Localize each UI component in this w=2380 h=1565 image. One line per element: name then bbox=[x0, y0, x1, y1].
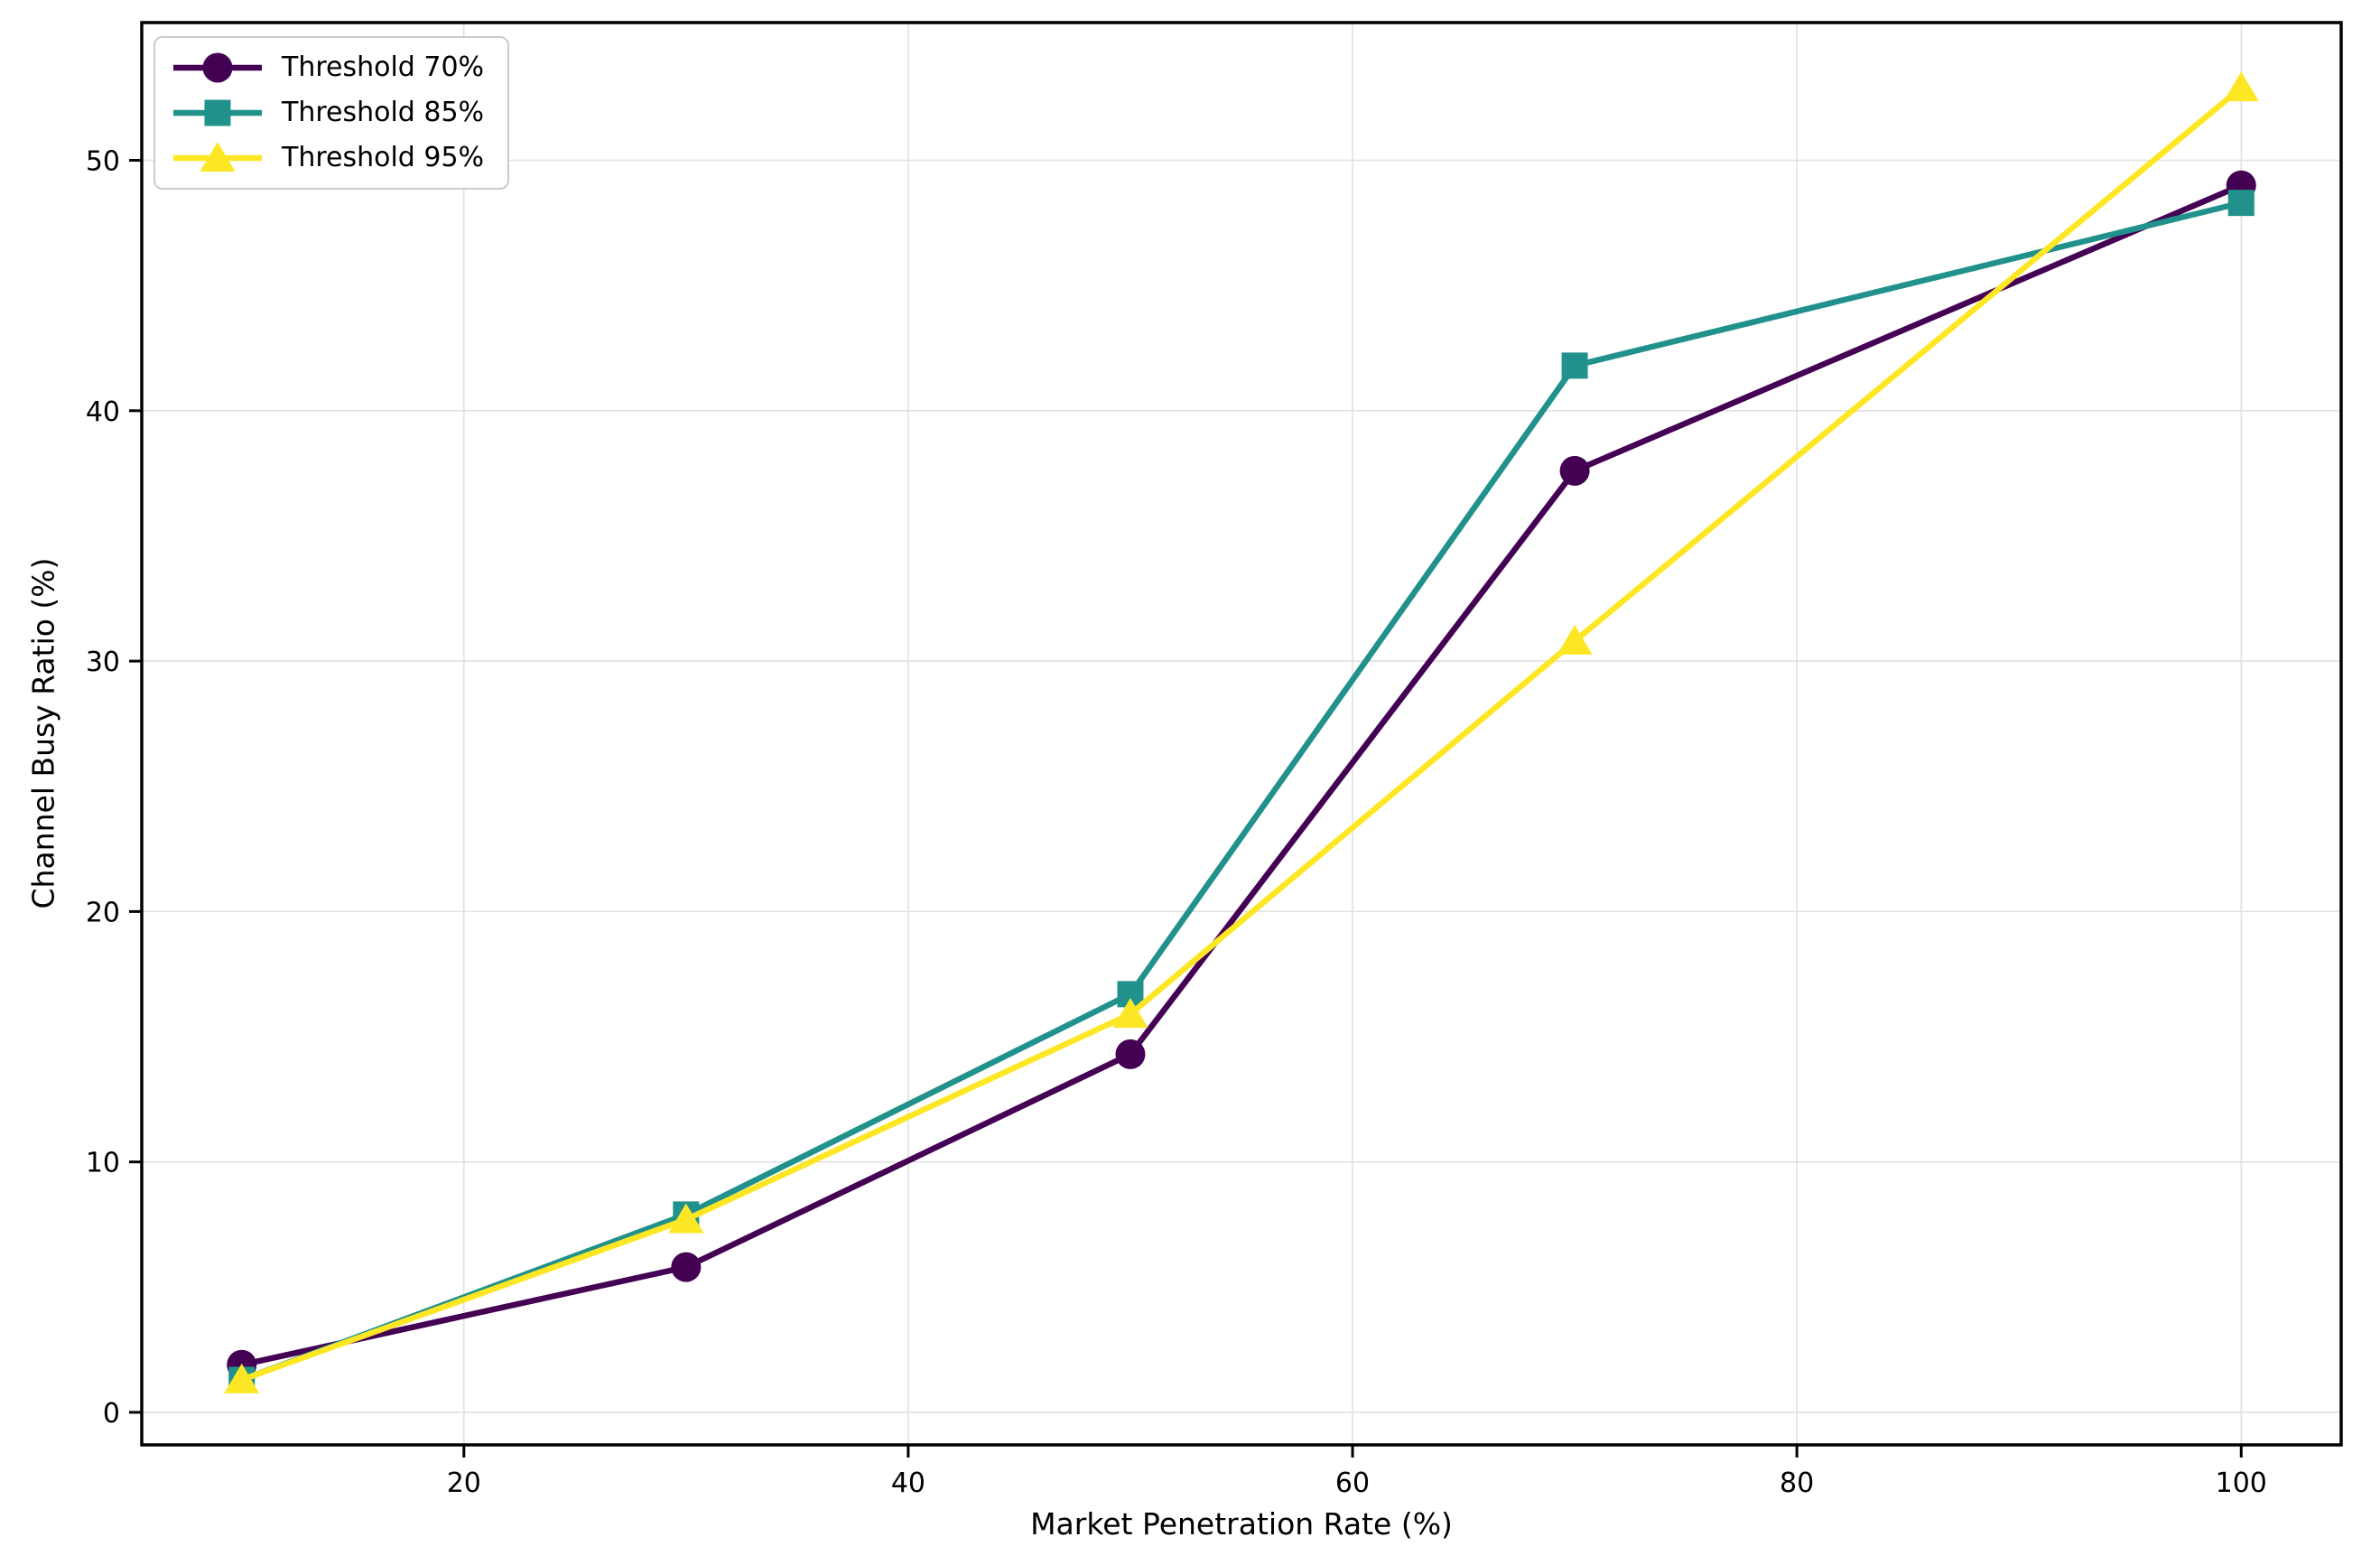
legend-label: Threshold 70% bbox=[282, 51, 485, 83]
data-point-triangle bbox=[1112, 998, 1148, 1029]
legend: Threshold 70% Threshold 85% Threshold 95… bbox=[153, 36, 510, 190]
data-point-square bbox=[1561, 352, 1588, 379]
x-tick-label-40: 40 bbox=[891, 1467, 925, 1499]
series-threshold-95- bbox=[224, 71, 2259, 1393]
legend-sample-circle bbox=[202, 52, 233, 83]
legend-item-threshold-95: Threshold 95% bbox=[170, 141, 484, 175]
series-line bbox=[240, 200, 2243, 1383]
data-point-circle bbox=[1559, 455, 1590, 486]
data-point-circle bbox=[671, 1252, 702, 1282]
data-point-triangle bbox=[1557, 624, 1593, 655]
x-tick-label-20: 20 bbox=[447, 1467, 481, 1499]
y-tick-label-20: 20 bbox=[86, 897, 120, 928]
legend-sample-triangle bbox=[200, 142, 236, 172]
y-tick-label-40: 40 bbox=[86, 396, 120, 428]
data-point-triangle bbox=[2223, 71, 2259, 102]
data-point-triangle bbox=[668, 1203, 704, 1234]
grid bbox=[142, 23, 2341, 1445]
line-triangle-marker-icon bbox=[173, 142, 262, 172]
legend-item-threshold-70: Threshold 70% bbox=[170, 51, 484, 85]
line-circle-marker-icon bbox=[173, 52, 262, 83]
series-line bbox=[241, 182, 2243, 1368]
series-threshold-85- bbox=[228, 190, 2254, 1393]
y-tick-label-30: 30 bbox=[86, 647, 120, 678]
data-point-triangle bbox=[224, 1363, 260, 1393]
y-tick-label-50: 50 bbox=[86, 146, 120, 178]
y-tick-label-0: 0 bbox=[103, 1398, 120, 1430]
x-tick-label-60: 60 bbox=[1335, 1467, 1370, 1499]
ticks: 20 40 60 80 100 0 10 20 30 40 50 bbox=[86, 146, 2267, 1499]
x-tick-label-80: 80 bbox=[1780, 1467, 1814, 1499]
legend-label: Threshold 95% bbox=[282, 142, 485, 173]
data-point-circle bbox=[1115, 1039, 1146, 1069]
x-tick-label-100: 100 bbox=[2216, 1467, 2267, 1499]
y-tick-label-10: 10 bbox=[86, 1148, 120, 1179]
legend-item-threshold-85: Threshold 85% bbox=[170, 96, 484, 130]
line-square-marker-icon bbox=[173, 99, 262, 126]
legend-sample-square bbox=[204, 99, 231, 126]
x-axis-label: Market Penetration Rate (%) bbox=[1030, 1506, 1453, 1542]
plot-border bbox=[140, 21, 2343, 1447]
series-line bbox=[240, 85, 2244, 1383]
legend-label: Threshold 85% bbox=[282, 97, 485, 128]
series-threshold-70- bbox=[227, 170, 2256, 1380]
y-axis-label: Channel Busy Ratio (%) bbox=[25, 557, 61, 909]
data-point-square bbox=[2227, 190, 2254, 217]
